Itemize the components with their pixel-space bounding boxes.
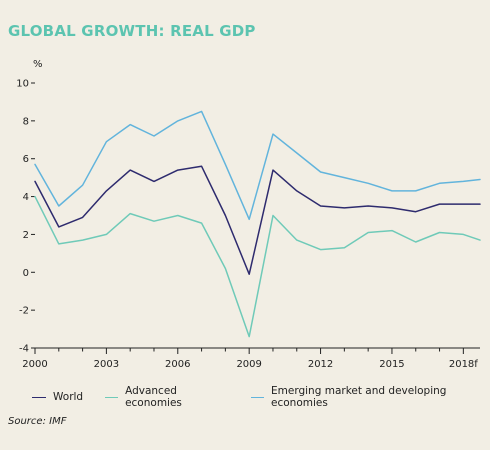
y-tick-label: 10 [16, 79, 29, 90]
legend-item: World [32, 391, 83, 403]
x-tick-label: 2015 [379, 359, 404, 370]
y-tick-label: 2 [23, 230, 29, 241]
x-tick-label: 2012 [308, 359, 333, 370]
x-tick-label: 2009 [236, 359, 261, 370]
source-note: Source: IMF [8, 416, 67, 427]
y-tick-label: -2 [19, 306, 29, 317]
chart-title: GLOBAL GROWTH: REAL GDP [8, 22, 256, 40]
x-tick-label: 2000 [22, 359, 47, 370]
legend-item: Emerging market and developing economies [251, 385, 490, 409]
y-tick-label: 6 [23, 154, 29, 165]
legend-item: Advanced economies [105, 385, 229, 409]
legend-label: Emerging market and developing economies [271, 385, 447, 409]
x-tick-label: 2006 [165, 359, 190, 370]
y-tick-label: 4 [23, 192, 29, 203]
legend-label: Advanced economies [125, 385, 182, 409]
x-axis: 2000 2003 2006 2009 2012 2015 2018f [22, 347, 480, 370]
series-lines [34, 110, 481, 338]
y-tick-label: 0 [23, 268, 29, 279]
legend-swatch [251, 396, 265, 398]
legend: World Advanced economies Emerging market a… [32, 385, 490, 409]
y-tick-label: 8 [23, 116, 29, 127]
legend-label: World [53, 391, 84, 403]
y-axis-ticks: 10 8 6 4 2 0 -2 -4 [16, 79, 35, 355]
series-line-emerging [34, 110, 481, 221]
series-line-world [34, 165, 481, 275]
x-tick-label: 2003 [94, 359, 119, 370]
y-tick-label: -4 [19, 344, 29, 355]
x-tick-label: 2018f [449, 359, 478, 370]
legend-swatch [32, 396, 46, 398]
legend-swatch [105, 396, 119, 398]
series-line-advanced [34, 195, 481, 338]
y-axis-unit-label: % [33, 59, 43, 70]
